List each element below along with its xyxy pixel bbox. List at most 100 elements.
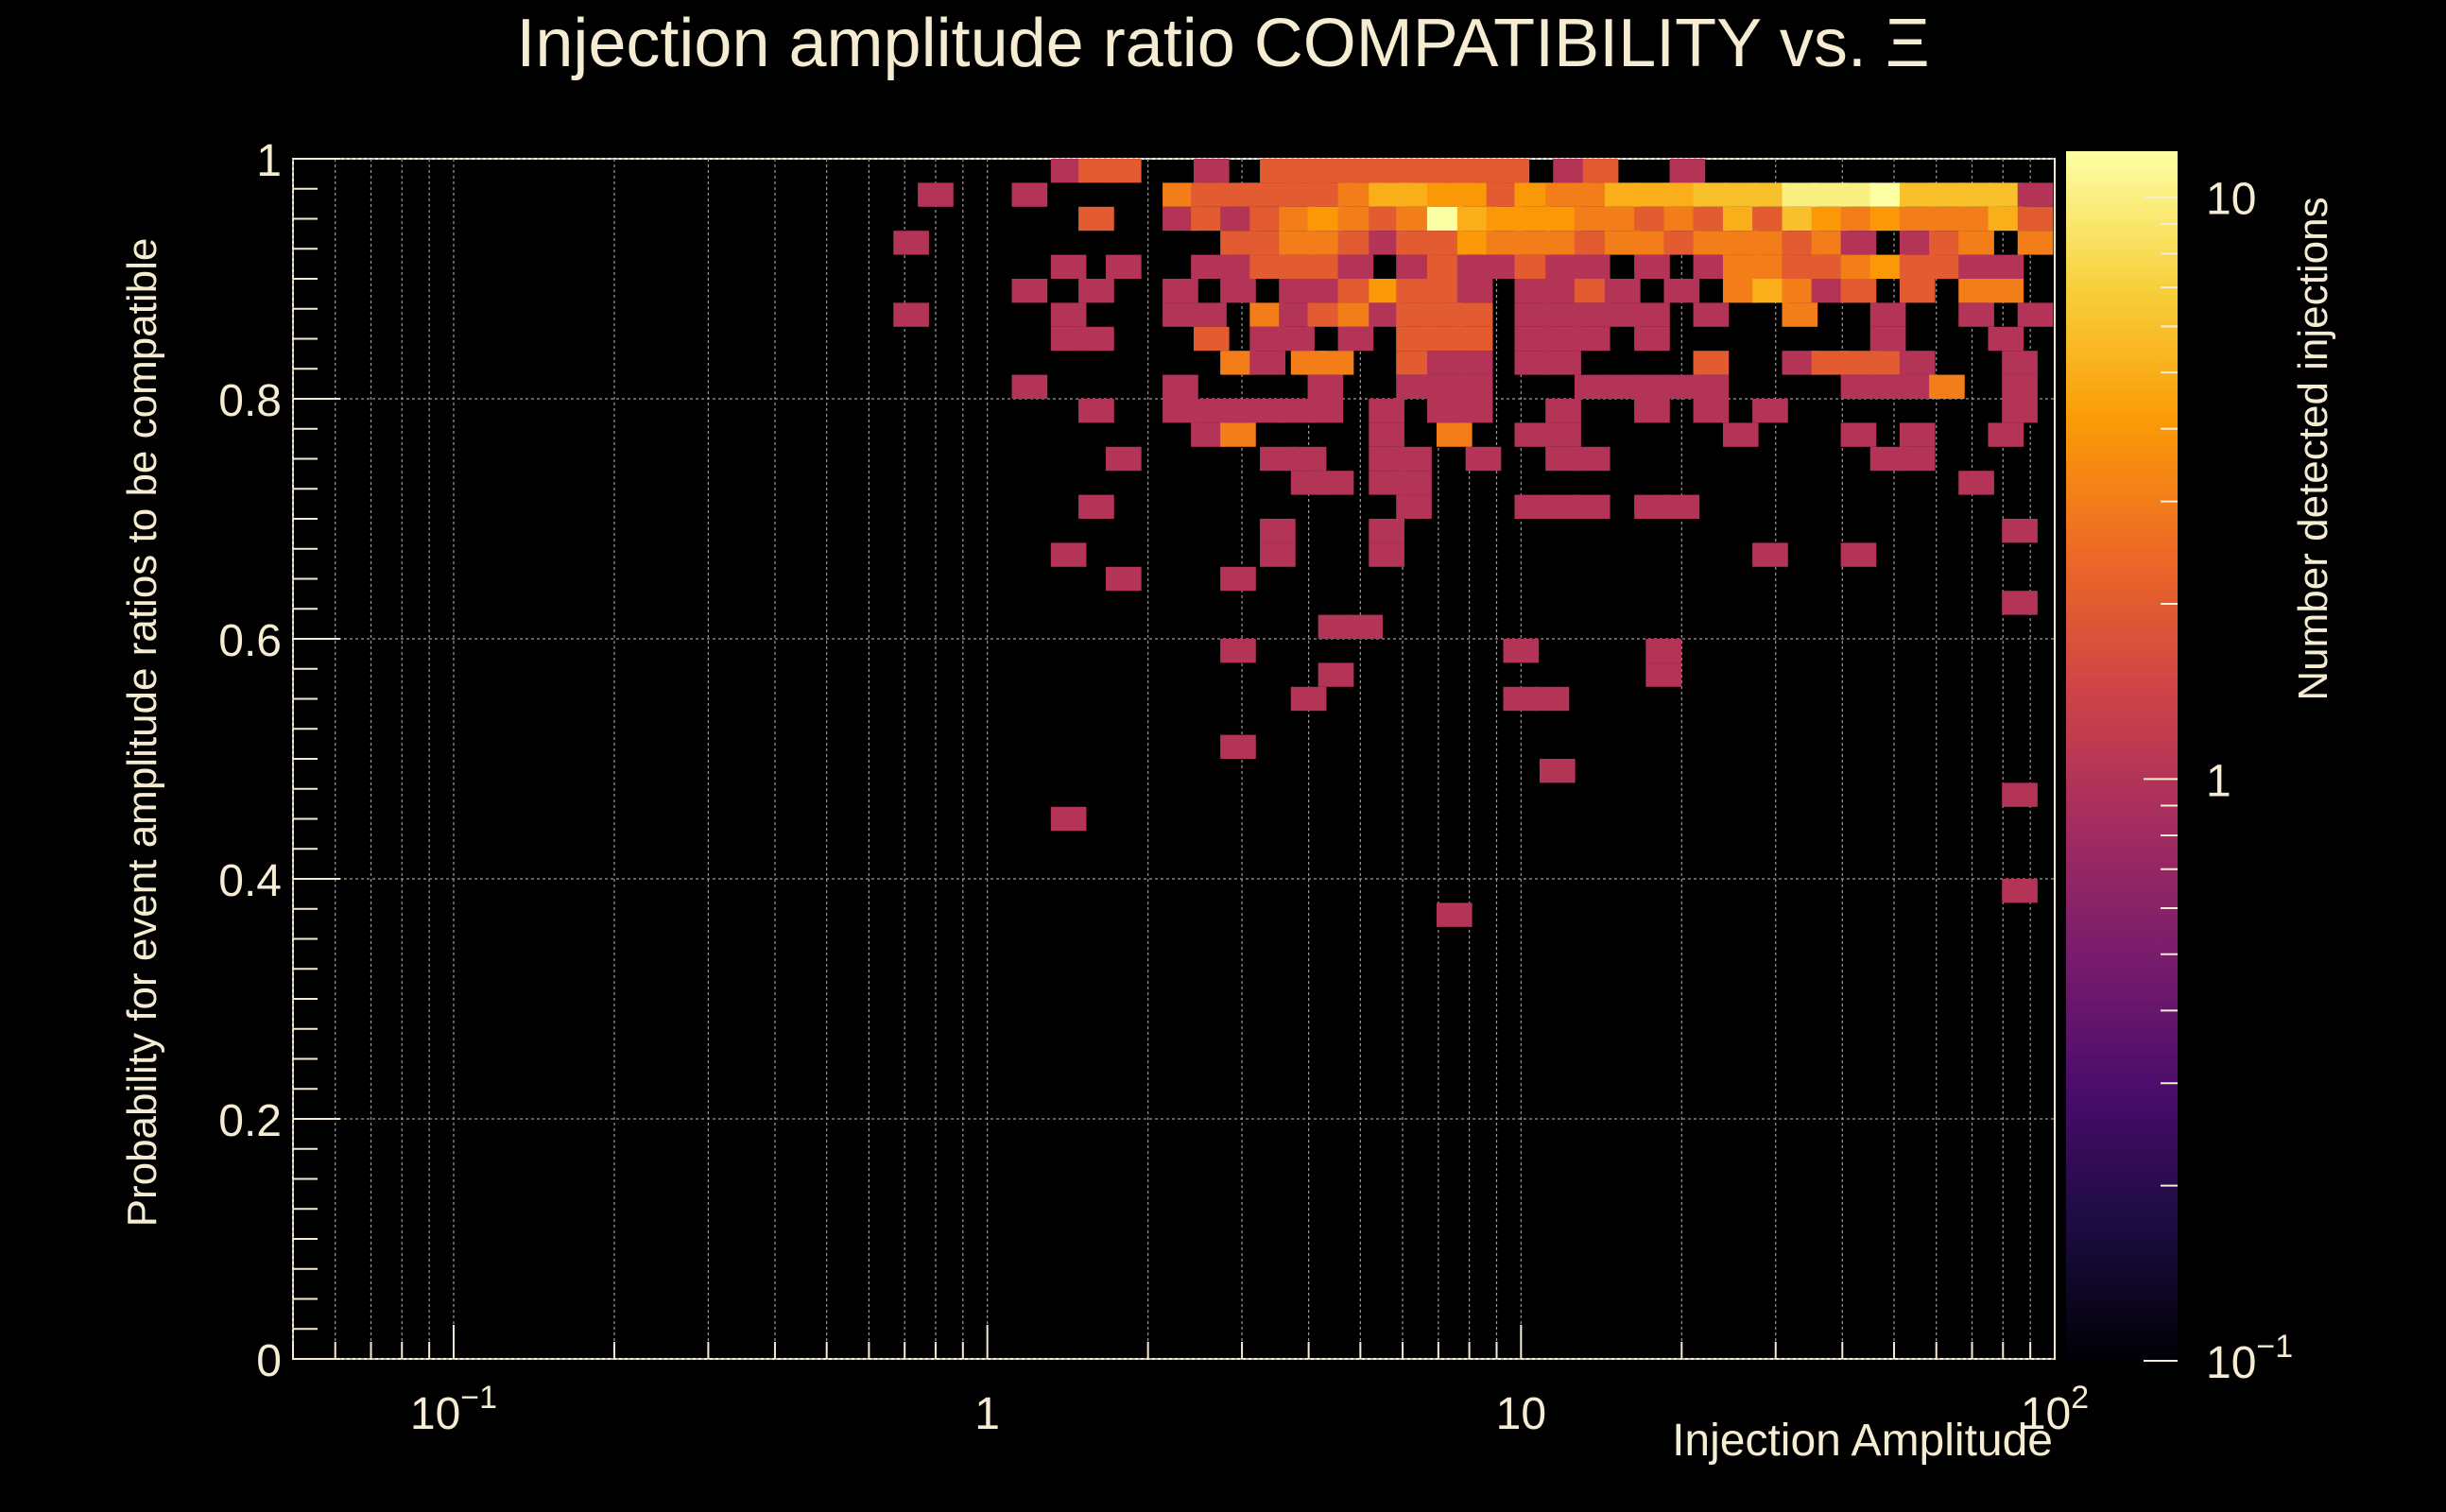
heatmap-bin (1078, 399, 1114, 423)
heatmap-bin (1514, 182, 1551, 207)
heatmap-bin (1396, 206, 1432, 232)
heatmap-bin (1396, 182, 1432, 207)
color-scale: 10−1 1 10 (2066, 151, 2293, 1388)
heatmap-bin (1574, 326, 1611, 352)
colorbar-tick-labels: 10−1 1 10 (2206, 175, 2293, 1388)
heatmap-bin (2017, 231, 2054, 255)
heatmap-bin (1722, 422, 1759, 447)
heatmap-bin (1574, 302, 1611, 327)
heatmap-bin (2017, 182, 2054, 207)
heatmap-bin (1396, 494, 1432, 519)
heatmap-bin (1396, 351, 1432, 375)
heatmap-bin (1782, 302, 1818, 327)
heatmap-bin (1396, 231, 1432, 255)
heatmap-bin (1191, 302, 1227, 327)
heatmap-bin (1514, 326, 1551, 352)
heatmap-bin (1514, 231, 1551, 255)
heatmap-bin (1988, 326, 2024, 352)
chart-title: Injection amplitude ratio COMPATIBILITY … (516, 6, 1929, 81)
heatmap-bin (1503, 639, 1540, 663)
heatmap-bin (1050, 302, 1087, 327)
heatmap-bin (1260, 159, 1296, 183)
heatmap-bin (1396, 279, 1432, 303)
heatmap-bin (1369, 542, 1404, 567)
heatmap-bin (1574, 374, 1611, 399)
heatmap-bin (1307, 374, 1344, 399)
heatmap-bin (1307, 279, 1344, 303)
heatmap-bin (1514, 494, 1551, 519)
y-tick-labels: 0 0.2 0.4 0.6 0.8 1 (218, 136, 282, 1386)
heatmap-bin (1574, 494, 1611, 519)
heatmap-bin (1574, 446, 1611, 472)
heatmap-bin (1456, 374, 1493, 399)
heatmap-bin (1604, 279, 1641, 303)
heatmap-bin (1840, 542, 1877, 567)
heatmap-bin (1347, 614, 1384, 639)
heatmap-bin (1260, 446, 1296, 472)
x-tick-labels: 10−1 1 10 102 (410, 1380, 2089, 1439)
heatmap-bin (1574, 206, 1611, 232)
heatmap-bin (1645, 662, 1682, 687)
heatmap-bin (1396, 471, 1432, 495)
heatmap-bin (1193, 159, 1230, 183)
heatmap-bin (1545, 399, 1581, 423)
heatmap-bin (1456, 399, 1493, 423)
heatmap-bin (1958, 231, 1994, 255)
heatmap-bin (2002, 519, 2038, 543)
heatmap-bin (1539, 759, 1576, 783)
heatmap-bin (1869, 302, 1906, 327)
heatmap-bin (1318, 351, 1354, 375)
heatmap-bin (1958, 471, 1994, 495)
heatmap-bin (893, 231, 929, 255)
heatmap-bin (1693, 351, 1730, 375)
colorbar-tick-label: 1 (2206, 756, 2231, 806)
heatmap-bin (1899, 351, 1936, 375)
heatmap-bin (1514, 254, 1551, 279)
heatmap-bin (2002, 879, 2038, 903)
heatmap-bin (1929, 374, 1965, 399)
heatmap-bin (1634, 302, 1670, 327)
heatmap-bin (1260, 519, 1296, 543)
heatmap-bin (1493, 159, 1530, 183)
heatmap-bin (1693, 254, 1730, 279)
heatmap-bin (1426, 399, 1463, 423)
heatmap-bin (1693, 231, 1730, 255)
heatmap-bin (1249, 351, 1285, 375)
heatmap-bin (1663, 279, 1700, 303)
heatmap-bin (1456, 351, 1493, 375)
colorbar (2066, 151, 2178, 1361)
heatmap-bin (1307, 399, 1344, 423)
heatmap-bin (1456, 302, 1493, 327)
heatmap-bin (1290, 446, 1327, 472)
axis-ticks (292, 158, 2032, 1360)
heatmap-bin (2002, 782, 2038, 807)
heatmap-bin (893, 302, 929, 327)
heatmap-bin (1426, 326, 1463, 352)
heatmap-bin (1514, 351, 1551, 375)
heatmap-bin (1752, 399, 1788, 423)
heatmap-bin (1669, 159, 1706, 183)
colorbar-tick-label: 10 (2206, 175, 2256, 225)
heatmap-bin (1220, 566, 1256, 592)
heatmap-bin (1105, 254, 1142, 279)
heatmap-bin (1899, 422, 1936, 447)
heatmap-bin (1220, 639, 1256, 663)
heatmap-bin (1533, 686, 1570, 712)
heatmap-bin (1514, 279, 1551, 303)
heatmap-bin (1050, 542, 1087, 567)
y-tick-label: 0 (256, 1336, 282, 1386)
heatmap-bin (1840, 279, 1877, 303)
heatmap-bin (1396, 326, 1432, 352)
heatmap-bin (2002, 399, 2038, 423)
x-tick-label: 102 (2021, 1380, 2089, 1439)
heatmap-bin (1514, 302, 1551, 327)
heatmap-bin (1582, 159, 1619, 183)
heatmap-bin (1514, 206, 1551, 232)
heatmap-bin (1988, 254, 2024, 279)
heatmap-bin (2002, 374, 2038, 399)
heatmap-bin (1553, 159, 1589, 183)
heatmap-bin (1693, 206, 1730, 232)
heatmap-bin (1645, 639, 1682, 663)
heatmap-bin (1426, 206, 1463, 232)
heatmap-bin (1279, 326, 1315, 352)
